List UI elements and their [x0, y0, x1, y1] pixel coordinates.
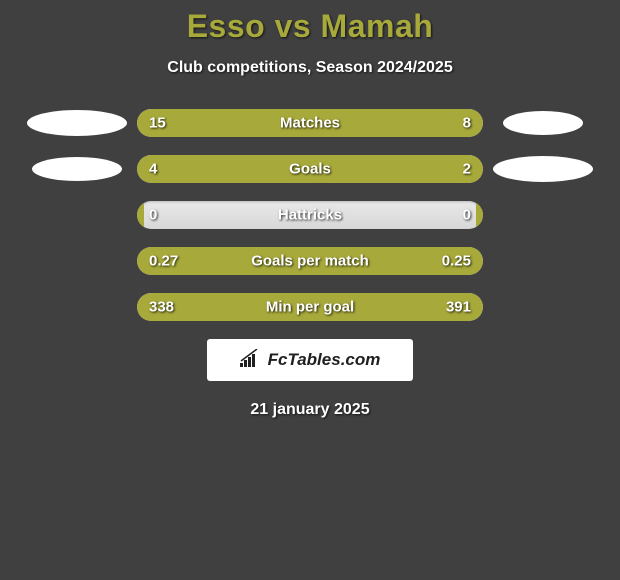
- player-ellipse-left: [27, 110, 127, 136]
- page-title: Esso vs Mamah: [0, 8, 620, 45]
- stat-label: Matches: [137, 115, 483, 132]
- logo-text: FcTables.com: [268, 350, 381, 370]
- stat-row: 0.270.25Goals per match: [0, 247, 620, 275]
- stat-label: Min per goal: [137, 299, 483, 316]
- stat-label: Goals per match: [137, 253, 483, 270]
- player-ellipse-left: [32, 157, 122, 181]
- right-side: [483, 111, 603, 135]
- stat-label: Hattricks: [137, 207, 483, 224]
- player-ellipse-right: [493, 156, 593, 182]
- stat-bar: 00Hattricks: [137, 201, 483, 229]
- site-logo-box[interactable]: FcTables.com: [207, 339, 413, 381]
- stat-bar: 0.270.25Goals per match: [137, 247, 483, 275]
- stat-bar: 158Matches: [137, 109, 483, 137]
- stat-row: 00Hattricks: [0, 201, 620, 229]
- right-side: [483, 156, 603, 182]
- stat-bar: 338391Min per goal: [137, 293, 483, 321]
- stat-row: 42Goals: [0, 155, 620, 183]
- player-ellipse-right: [503, 111, 583, 135]
- logo-chart-icon: [240, 349, 262, 372]
- stat-rows: 158Matches 42Goals 00Hattricks 0.270.25Goal…: [0, 109, 620, 321]
- stat-label: Goals: [137, 161, 483, 178]
- stat-row: 158Matches: [0, 109, 620, 137]
- stat-row: 338391Min per goal: [0, 293, 620, 321]
- comparison-panel: Esso vs Mamah Club competitions, Season …: [0, 0, 620, 419]
- left-side: [17, 157, 137, 181]
- stat-bar: 42Goals: [137, 155, 483, 183]
- left-side: [17, 110, 137, 136]
- date-line: 21 january 2025: [0, 401, 620, 419]
- page-subtitle: Club competitions, Season 2024/2025: [0, 59, 620, 77]
